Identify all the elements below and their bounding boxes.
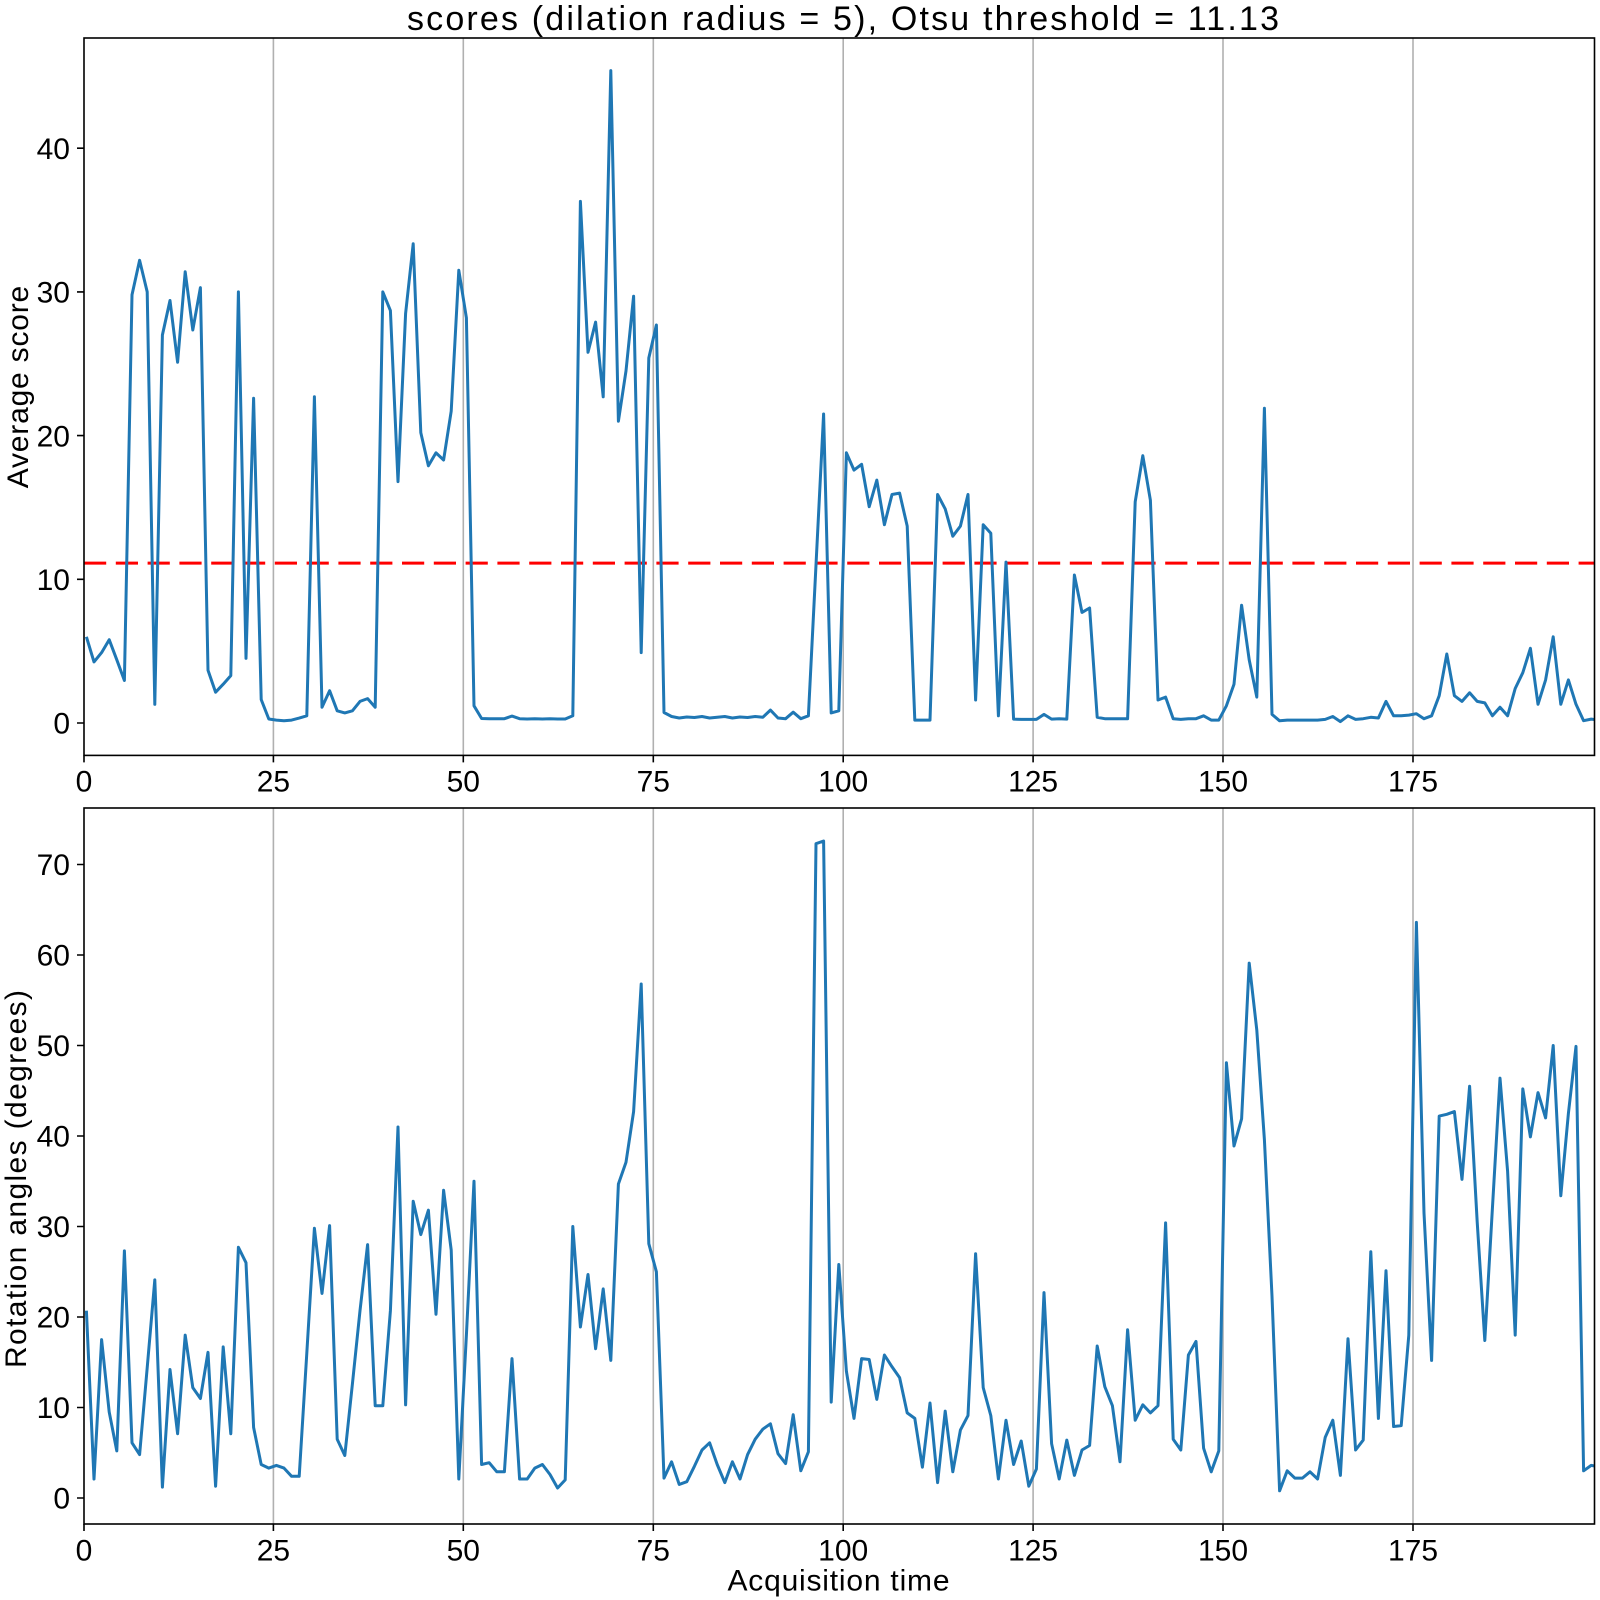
svg-text:20: 20: [37, 420, 70, 453]
svg-text:100: 100: [818, 1535, 868, 1568]
svg-text:75: 75: [637, 766, 670, 799]
svg-text:30: 30: [37, 277, 70, 310]
svg-text:10: 10: [37, 564, 70, 597]
svg-text:50: 50: [447, 1535, 480, 1568]
svg-text:40: 40: [37, 133, 70, 166]
svg-text:25: 25: [257, 1535, 290, 1568]
svg-text:75: 75: [637, 1535, 670, 1568]
svg-text:125: 125: [1008, 766, 1058, 799]
svg-text:150: 150: [1198, 1535, 1248, 1568]
svg-text:0: 0: [76, 766, 93, 799]
svg-text:25: 25: [257, 766, 290, 799]
svg-text:Rotation angles (degrees): Rotation angles (degrees): [0, 990, 33, 1368]
svg-text:125: 125: [1008, 1535, 1058, 1568]
svg-text:0: 0: [76, 1535, 93, 1568]
svg-text:70: 70: [37, 849, 70, 882]
svg-text:Acquisition time: Acquisition time: [728, 1565, 950, 1598]
svg-text:150: 150: [1198, 766, 1248, 799]
svg-text:50: 50: [37, 1030, 70, 1063]
svg-text:0: 0: [53, 1483, 70, 1516]
svg-text:30: 30: [37, 1211, 70, 1244]
svg-text:175: 175: [1388, 766, 1438, 799]
svg-text:100: 100: [818, 766, 868, 799]
svg-text:20: 20: [37, 1302, 70, 1335]
svg-text:Average score: Average score: [2, 286, 35, 489]
svg-text:10: 10: [37, 1392, 70, 1425]
svg-text:scores (dilation radius = 5),: scores (dilation radius = 5), Otsu thres…: [407, 0, 1279, 38]
svg-text:50: 50: [447, 766, 480, 799]
svg-text:0: 0: [53, 708, 70, 741]
svg-text:175: 175: [1388, 1535, 1438, 1568]
svg-text:40: 40: [37, 1121, 70, 1154]
svg-text:60: 60: [37, 940, 70, 973]
